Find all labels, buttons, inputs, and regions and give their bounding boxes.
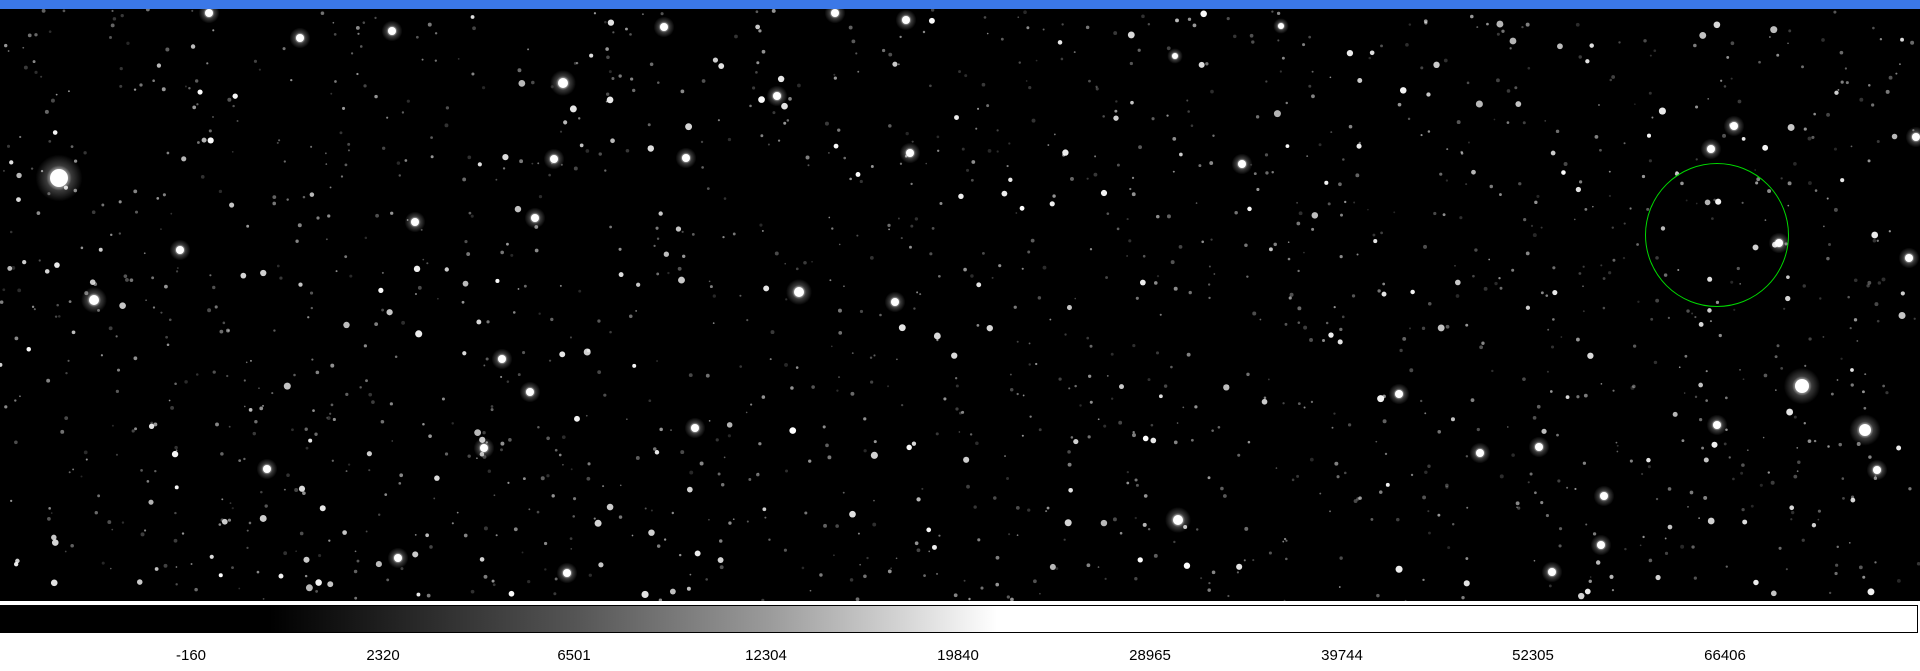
colorbar-tick-label: 2320 [366,647,400,664]
colorbar-tick-label: 66406 [1704,647,1746,664]
grayscale-colorbar[interactable] [0,605,1918,633]
colorbar-tick-label: 28965 [1129,647,1171,664]
colorbar-tick-label: 19840 [937,647,979,664]
colorbar-tick-labels: -160 2320 6501 12304 19840 28965 39744 5… [0,647,1920,667]
colorbar-tick-label: 12304 [745,647,787,664]
region-circle-marker[interactable] [1645,163,1789,307]
star-field-image [0,9,1920,601]
colorbar-panel: -160 2320 6501 12304 19840 28965 39744 5… [0,601,1920,671]
colorbar-tick-label: 6501 [557,647,591,664]
window-title-strip [0,0,1920,9]
colorbar-tick-label: 52305 [1512,647,1554,664]
colorbar-tick-label: 39744 [1321,647,1363,664]
colorbar-tick-label: -160 [175,647,207,664]
image-display[interactable] [0,9,1920,601]
